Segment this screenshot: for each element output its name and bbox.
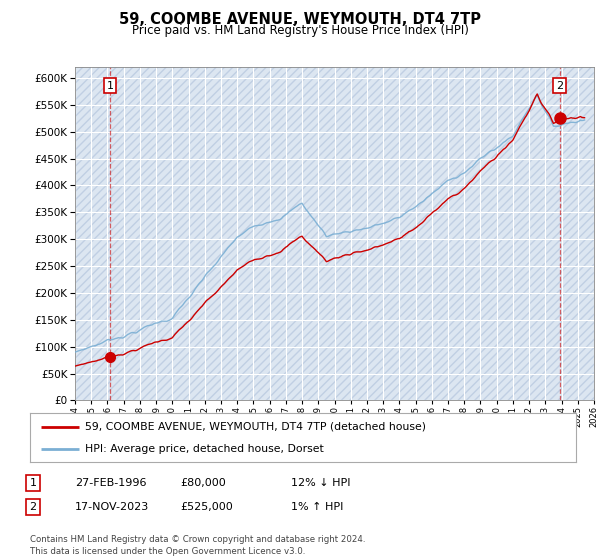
Text: 17-NOV-2023: 17-NOV-2023: [75, 502, 149, 512]
Text: £80,000: £80,000: [180, 478, 226, 488]
Text: 1% ↑ HPI: 1% ↑ HPI: [291, 502, 343, 512]
Text: Price paid vs. HM Land Registry's House Price Index (HPI): Price paid vs. HM Land Registry's House …: [131, 24, 469, 36]
Text: 27-FEB-1996: 27-FEB-1996: [75, 478, 146, 488]
Text: 59, COOMBE AVENUE, WEYMOUTH, DT4 7TP: 59, COOMBE AVENUE, WEYMOUTH, DT4 7TP: [119, 12, 481, 27]
Text: 2: 2: [29, 502, 37, 512]
Text: HPI: Average price, detached house, Dorset: HPI: Average price, detached house, Dors…: [85, 444, 323, 454]
Text: 12% ↓ HPI: 12% ↓ HPI: [291, 478, 350, 488]
Text: £525,000: £525,000: [180, 502, 233, 512]
Text: 1: 1: [29, 478, 37, 488]
Text: 1: 1: [107, 81, 113, 91]
Text: 59, COOMBE AVENUE, WEYMOUTH, DT4 7TP (detached house): 59, COOMBE AVENUE, WEYMOUTH, DT4 7TP (de…: [85, 422, 425, 432]
Text: 2: 2: [556, 81, 563, 91]
Text: Contains HM Land Registry data © Crown copyright and database right 2024.
This d: Contains HM Land Registry data © Crown c…: [30, 535, 365, 556]
